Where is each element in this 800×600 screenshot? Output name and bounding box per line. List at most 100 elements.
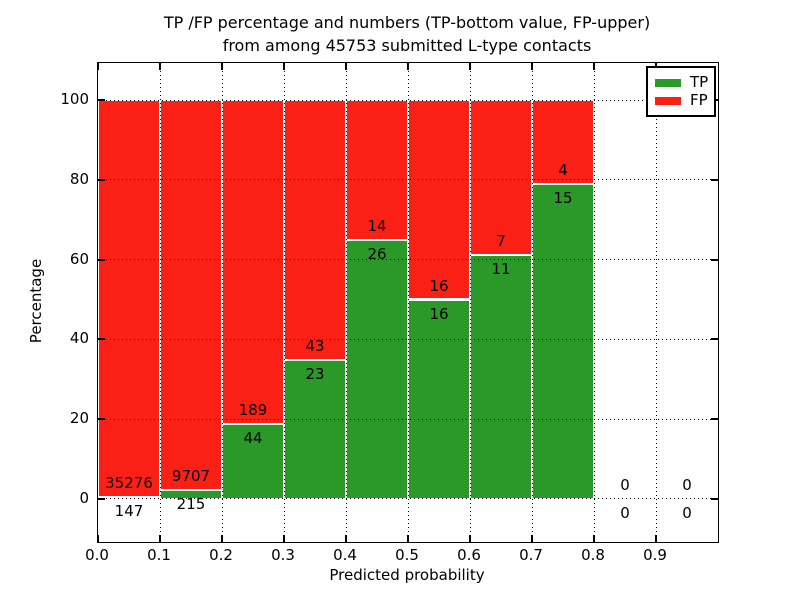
gridline-vertical (345, 63, 347, 542)
x-tick-label: 0.8 (581, 546, 605, 564)
chart-title: TP /FP percentage and numbers (TP-bottom… (97, 11, 717, 57)
tp-bar (532, 184, 594, 499)
tp-count-label: 11 (491, 260, 511, 279)
fp-count-label: 7 (496, 232, 506, 251)
fp-bar (98, 100, 160, 498)
x-tick-label: 0.2 (209, 546, 233, 564)
y-tick-label: 0 (79, 488, 89, 507)
legend-row: FP (655, 92, 714, 109)
gridline-vertical (407, 63, 409, 542)
gridline-vertical (469, 63, 471, 542)
legend-label-fp: FP (690, 91, 708, 109)
x-tick-label: 0.9 (643, 546, 667, 564)
y-tick-label: 60 (69, 249, 89, 268)
y-tick-mark-right (711, 258, 718, 261)
fp-bar (346, 100, 408, 240)
legend: TP FP (646, 66, 716, 117)
fp-count-label: 16 (429, 276, 449, 295)
fp-bar (222, 100, 284, 424)
legend-swatch-fp-icon (655, 96, 681, 105)
y-tick-mark-right (711, 497, 718, 500)
tp-count-label: 15 (553, 189, 573, 208)
y-tick-mark-left (98, 258, 105, 261)
fp-bar (532, 100, 594, 185)
gridline-vertical (531, 63, 533, 542)
gridline-vertical (593, 63, 595, 542)
y-tick-mark-left (98, 99, 105, 102)
tp-count-label: 44 (243, 428, 263, 447)
y-tick-mark-left (98, 178, 105, 181)
fp-count-label: 14 (367, 216, 387, 235)
gridline-vertical (283, 63, 285, 542)
x-tick-mark-bottom (407, 535, 409, 542)
tp-count-label: 215 (176, 495, 206, 514)
fp-count-label: 35276 (105, 474, 153, 493)
gridline-vertical (221, 63, 223, 542)
x-tick-label: 0.3 (271, 546, 295, 564)
y-tick-mark-right (711, 178, 718, 181)
x-tick-mark-bottom (655, 535, 657, 542)
tp-count-label: 26 (367, 244, 387, 263)
tp-count-label: 23 (305, 364, 325, 383)
y-tick-mark-right (711, 338, 718, 341)
tp-count-label: 147 (114, 502, 144, 521)
y-tick-mark-left (98, 338, 105, 341)
y-tick-label: 20 (69, 409, 89, 428)
tp-count-label: 16 (429, 304, 449, 323)
fp-bar (408, 100, 470, 300)
gridline-vertical (159, 63, 161, 542)
fp-count-label: 43 (305, 336, 325, 355)
x-tick-mark-top (469, 63, 471, 70)
fp-count-label: 0 (682, 475, 692, 494)
fp-count-label: 0 (620, 475, 630, 494)
tp-bar (222, 423, 284, 499)
gridline-vertical (655, 63, 657, 542)
fp-bar (284, 100, 346, 360)
x-tick-mark-bottom (159, 535, 161, 542)
y-tick-mark-left (98, 418, 105, 421)
tp-bar (346, 239, 408, 499)
fp-count-label: 9707 (171, 467, 211, 486)
fp-count-label: 189 (238, 400, 268, 419)
x-tick-label: 0.1 (147, 546, 171, 564)
x-tick-mark-bottom (345, 535, 347, 542)
x-tick-mark-top (159, 63, 161, 70)
x-tick-mark-bottom (531, 535, 533, 542)
legend-label-tp: TP (690, 73, 709, 91)
tp-count-label: 0 (620, 503, 630, 522)
x-tick-label: 0.5 (395, 546, 419, 564)
plot-area: 35276 147 9707 215 189 44 43 23 14 26 16 16 7 11 4 15 0 0… (97, 62, 719, 543)
chart-title-line1: TP /FP percentage and numbers (TP-bottom… (163, 13, 651, 32)
x-tick-mark-top (97, 63, 99, 70)
tp-bar (470, 255, 532, 499)
x-tick-mark-top (407, 63, 409, 70)
x-tick-mark-top (221, 63, 223, 70)
y-tick-mark-right (711, 418, 718, 421)
y-tick-label: 40 (69, 329, 89, 348)
legend-swatch-tp-icon (655, 78, 681, 87)
x-tick-mark-bottom (97, 535, 99, 542)
x-tick-label: 0.7 (519, 546, 543, 564)
y-tick-label: 80 (69, 169, 89, 188)
x-axis-label: Predicted probability (329, 566, 485, 584)
x-tick-mark-top (531, 63, 533, 70)
x-tick-mark-bottom (593, 535, 595, 542)
fp-bar (470, 100, 532, 256)
y-tick-mark-left (98, 497, 105, 500)
fp-bar (160, 100, 222, 491)
x-tick-label: 0.4 (333, 546, 357, 564)
x-tick-label: 0.0 (85, 546, 109, 564)
fp-count-label: 4 (558, 161, 568, 180)
x-tick-mark-top (345, 63, 347, 70)
y-tick-label: 100 (60, 90, 89, 109)
x-tick-mark-top (283, 63, 285, 70)
tp-count-label: 0 (682, 503, 692, 522)
legend-row: TP (655, 74, 714, 91)
chart-title-line2: from among 45753 submitted L-type contac… (222, 36, 592, 55)
x-tick-label: 0.6 (457, 546, 481, 564)
x-tick-mark-bottom (469, 535, 471, 542)
tp-bar (408, 299, 470, 499)
x-tick-mark-bottom (221, 535, 223, 542)
x-tick-mark-bottom (283, 535, 285, 542)
